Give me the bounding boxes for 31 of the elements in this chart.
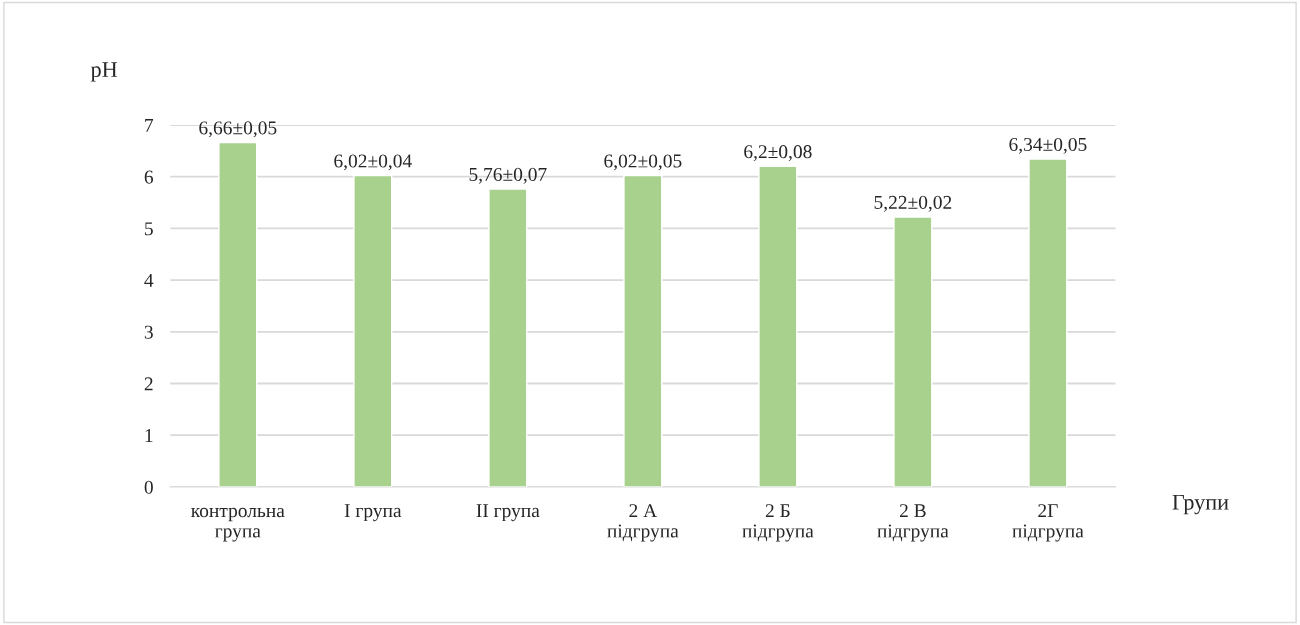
y-axis-title: pH [90, 62, 118, 82]
x-tick-label: 2 В підгрупа [877, 504, 949, 542]
y-tick-label: 3 [144, 325, 153, 339]
x-axis-title: Групи [1172, 494, 1229, 515]
data-label: 5,22±0,02 [874, 195, 952, 212]
y-tick-label: 6 [144, 170, 154, 184]
data-label: 6,66±0,05 [199, 121, 277, 138]
y-tick-label: 1 [145, 429, 153, 442]
y-tick-label: 2 [144, 377, 153, 391]
bar [758, 165, 798, 487]
data-label: 5,76±0,07 [469, 167, 547, 184]
data-label: 6,02±0,05 [604, 154, 682, 171]
y-tick-label: 7 [145, 119, 154, 132]
x-tick-label: контрольна група [191, 507, 285, 542]
data-label: 6,2±0,08 [744, 145, 812, 162]
x-tick-label: 2Г підгрупа [1012, 504, 1084, 542]
x-tick-label: 2 Б підгрупа [742, 504, 814, 542]
x-tick-label: 2 А підгрупа [607, 504, 679, 542]
y-tick-label: 0 [144, 480, 153, 494]
bar [218, 141, 258, 487]
y-tick-label: 4 [144, 274, 154, 287]
y-tick-label: 5 [145, 222, 153, 236]
bar [893, 216, 933, 487]
x-tick-label: ІІ група [476, 504, 540, 522]
bar [623, 174, 663, 487]
bar [488, 188, 528, 487]
x-tick-label: І група [344, 504, 402, 522]
data-label: 6,34±0,05 [1009, 137, 1087, 154]
bar [353, 174, 393, 487]
data-label: 6,02±0,04 [334, 154, 412, 171]
bar [1028, 158, 1068, 487]
